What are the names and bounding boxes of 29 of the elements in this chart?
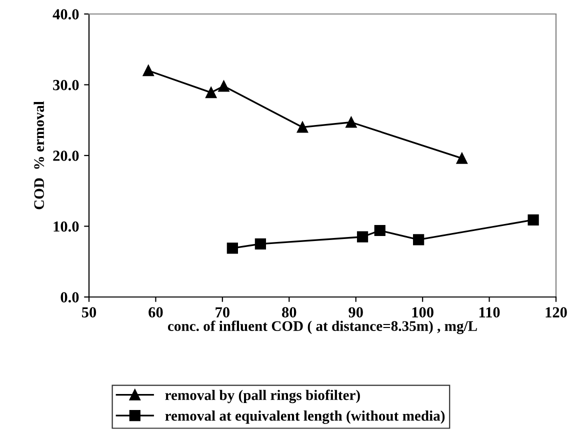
y-tick-label: 20.0 — [53, 150, 79, 162]
y-tick-label: 40.0 — [52, 9, 79, 20]
legend-label: removal at equivalent length (without media) — [165, 410, 445, 424]
x-tick-label: 90 — [348, 307, 363, 318]
x-tick-label: 100 — [412, 307, 434, 318]
point — [356, 231, 368, 242]
x-tick-label: 60 — [148, 307, 163, 318]
x-axis-title: conc. of influent COD ( at distance=8.35m) , mg/L — [168, 320, 477, 334]
point — [528, 214, 539, 226]
x-tick-label: 110 — [479, 307, 500, 318]
x-tick-label: 80 — [282, 307, 296, 318]
x-tick-label: 120 — [546, 307, 567, 318]
x-tick-label: 70 — [216, 307, 230, 318]
y-axis-title: COD % ermoval — [34, 101, 44, 210]
point — [456, 152, 468, 164]
legend-label: removal by (pall rings biofilter) — [165, 390, 360, 404]
point — [254, 238, 266, 250]
point — [142, 65, 154, 76]
point — [374, 224, 386, 236]
point — [226, 242, 238, 254]
point — [413, 234, 424, 246]
y-tick-label: 0.0 — [60, 292, 79, 303]
y-tick-label: 30.0 — [53, 80, 79, 90]
point — [346, 116, 357, 128]
point — [206, 86, 217, 98]
point — [218, 80, 230, 92]
y-tick-label: 10.0 — [54, 221, 79, 232]
point — [296, 122, 308, 133]
x-tick-label: 50 — [82, 307, 96, 318]
